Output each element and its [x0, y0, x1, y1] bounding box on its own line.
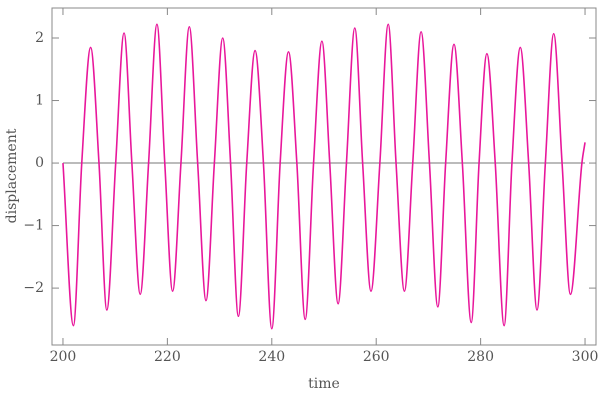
plot-frame	[51, 7, 597, 346]
y-tick-label: 2	[35, 30, 44, 46]
x-tick-label: 260	[363, 349, 390, 365]
x-tick-label: 240	[258, 349, 285, 365]
y-tick-label: −2	[23, 280, 44, 296]
x-tick-label: 200	[50, 349, 77, 365]
y-tick-label: 1	[35, 93, 44, 109]
x-tick-label: 280	[467, 349, 494, 365]
y-tick-label: 0	[35, 155, 44, 171]
y-tick-label: −1	[23, 218, 44, 234]
data-line	[62, 23, 586, 330]
x-tick-label: 300	[572, 349, 599, 365]
x-tick-label: 220	[154, 349, 181, 365]
y-axis-label: displacement	[4, 128, 20, 223]
x-axis-label: time	[308, 376, 340, 392]
